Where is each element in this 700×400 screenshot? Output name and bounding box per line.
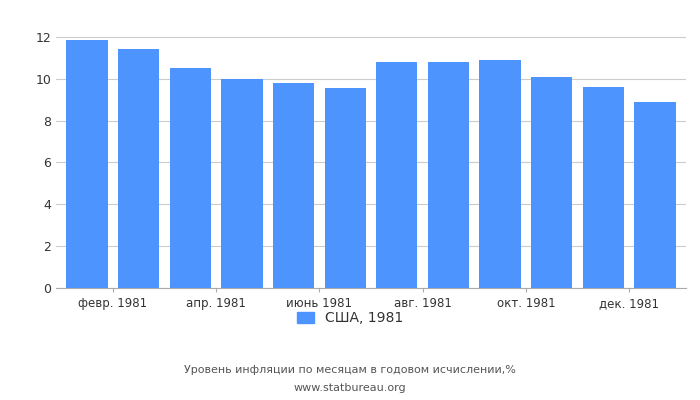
Bar xyxy=(634,102,676,288)
Legend: США, 1981: США, 1981 xyxy=(291,306,409,331)
Bar xyxy=(169,68,211,288)
Bar xyxy=(66,40,108,288)
Bar xyxy=(480,60,521,288)
Bar xyxy=(325,88,366,288)
Bar xyxy=(582,87,624,288)
Bar xyxy=(376,62,417,288)
Bar xyxy=(428,62,469,288)
Bar xyxy=(531,77,573,288)
Bar xyxy=(118,49,160,288)
Text: www.statbureau.org: www.statbureau.org xyxy=(294,383,406,393)
Bar xyxy=(273,83,314,288)
Bar xyxy=(221,79,262,288)
Text: Уровень инфляции по месяцам в годовом исчислении,%: Уровень инфляции по месяцам в годовом ис… xyxy=(184,365,516,375)
